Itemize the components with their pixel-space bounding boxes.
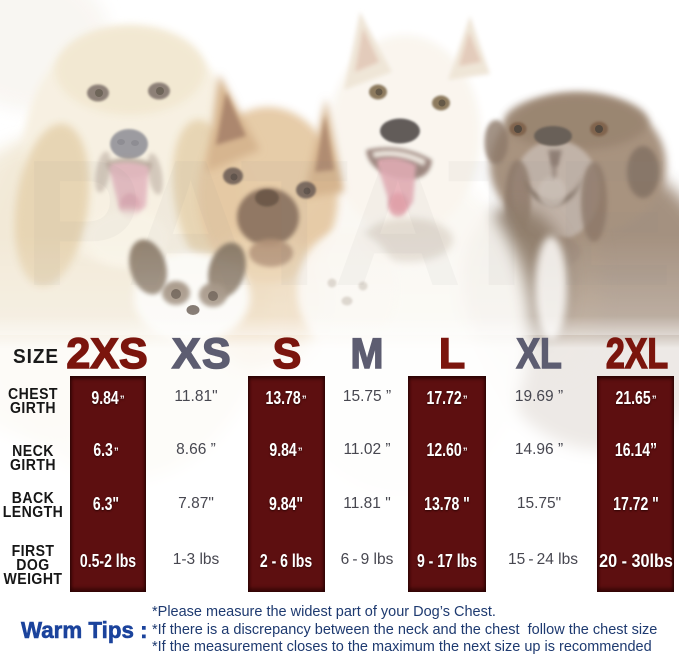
svg-text:PATATE: PATATE [22,123,671,324]
